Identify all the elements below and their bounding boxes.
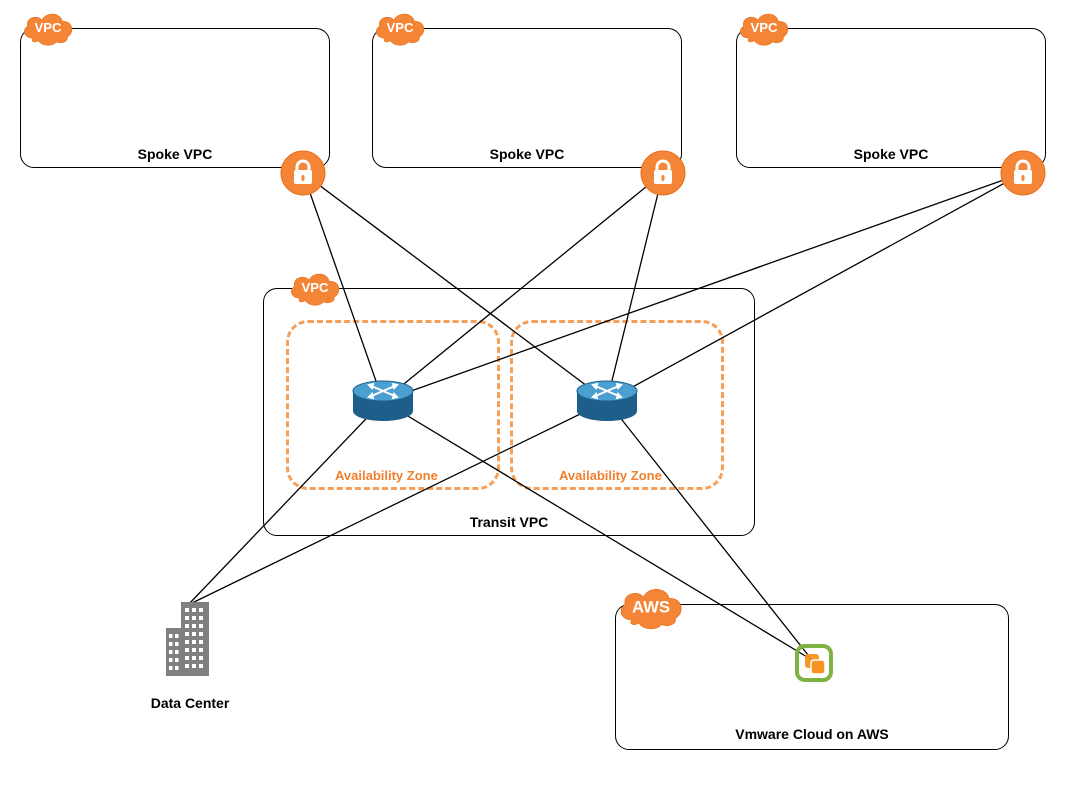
- spoke-vpc-label-3: Spoke VPC: [831, 146, 951, 162]
- data-center-label: Data Center: [140, 695, 240, 711]
- router-icon-2: [575, 379, 639, 423]
- vmware-icon: [795, 644, 833, 682]
- vpc-cloud-icon-spoke1: VPC: [18, 8, 78, 48]
- vmware-cloud-label: Vmware Cloud on AWS: [722, 726, 902, 742]
- aws-cloud-icon: AWS: [612, 582, 690, 632]
- vpc-cloud-icon-spoke3: VPC: [734, 8, 794, 48]
- vpc-cloud-icon-spoke2: VPC: [370, 8, 430, 48]
- spoke-vpc-label-1: Spoke VPC: [115, 146, 235, 162]
- svg-text:VPC: VPC: [750, 20, 778, 35]
- spoke-vpc-label-2: Spoke VPC: [467, 146, 587, 162]
- lock-icon-spoke2: [640, 150, 686, 196]
- svg-text:AWS: AWS: [632, 597, 670, 616]
- svg-text:VPC: VPC: [34, 20, 62, 35]
- svg-text:VPC: VPC: [301, 280, 329, 295]
- lock-icon-spoke3: [1000, 150, 1046, 196]
- transit-vpc-label: Transit VPC: [459, 514, 559, 530]
- svg-text:VPC: VPC: [386, 20, 414, 35]
- router-icon-1: [351, 379, 415, 423]
- availability-zone-label-2: Availability Zone: [559, 468, 662, 483]
- lock-icon-spoke1: [280, 150, 326, 196]
- availability-zone-label-1: Availability Zone: [335, 468, 438, 483]
- datacenter-building-icon: [165, 600, 211, 678]
- vpc-cloud-icon-transit: VPC: [285, 268, 345, 308]
